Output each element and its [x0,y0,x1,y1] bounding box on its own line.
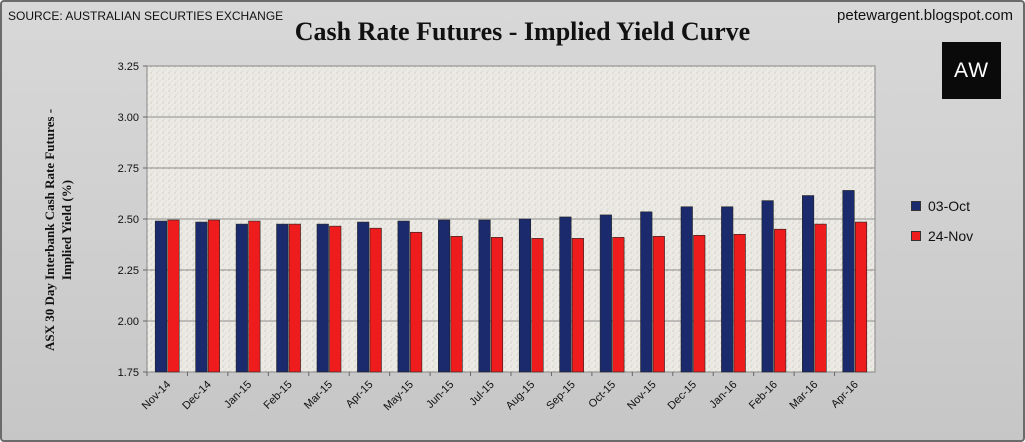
bars [154,190,868,373]
bar-series1 [761,200,774,373]
bar-series1 [397,220,410,373]
y-ticks: 1.75 2.00 2.25 2.50 2.75 3.00 3.25 [118,61,147,379]
x-tick-label: Mar-16 [787,379,820,412]
x-tick-label: Jun-15 [424,379,456,411]
x-tick-label: Feb-16 [747,379,780,412]
bar-series1 [478,219,491,373]
x-tick-label: Dec-15 [666,379,700,413]
aw-logo: AW [942,42,1001,99]
legend-item-series1: 03-Oct [911,198,970,214]
bar-series2 [248,220,261,373]
bar-series2 [814,223,827,373]
legend-item-series2: 24-Nov [911,228,973,244]
bar-series2 [329,225,342,373]
source-note: SOURCE: AUSTRALIAN SECURTIES EXCHANGE [8,9,284,23]
bar-series1 [559,216,572,373]
x-tick-label: Jul-15 [467,379,497,409]
x-tick-label: Jan-15 [222,379,254,411]
x-tick-label: May-15 [382,379,416,413]
bar-series2 [693,235,706,373]
y-tick-label: 3.25 [118,61,139,73]
x-tick-label: Jan-16 [707,379,739,411]
x-tick-label: Apr-15 [344,379,376,411]
bar-series2 [774,228,787,373]
bar-series2 [571,238,584,373]
bar-series2 [531,238,544,373]
x-tick-label: Sep-15 [544,379,578,413]
bar-series2 [369,227,382,373]
y-tick-label: 1.75 [118,367,139,379]
bar-series1 [316,223,329,373]
bar-series1 [802,195,815,373]
bar-series1 [721,206,734,373]
bar-series1 [518,218,532,373]
bar-series1 [195,221,208,373]
bar-series1 [357,221,370,373]
bar-series1 [599,214,612,373]
x-tick-label: Oct-15 [586,379,618,411]
bar-series2 [733,234,746,373]
bar-series2 [652,236,665,373]
y-tick-label: 2.25 [118,265,139,277]
bar-series2 [854,221,868,373]
bar-series1 [235,223,248,373]
y-tick-label: 3.00 [118,112,139,124]
x-tick-label: Dec-14 [180,379,214,413]
gridlines [147,116,875,322]
bar-series1 [276,223,289,373]
bar-series2 [450,236,463,373]
legend-label-series1: 03-Oct [928,198,971,214]
y-tick-label: 2.50 [118,214,139,226]
x-tick-label: Nov-15 [625,379,659,413]
x-tick-label: Nov-14 [140,379,174,413]
legend-label-series2: 24-Nov [928,228,974,244]
x-tick-label: Aug-15 [504,379,538,413]
y-axis-title-line1: ASX 30 Day Interbank Cash Rate Futures - [42,109,57,351]
y-axis-title: ASX 30 Day Interbank Cash Rate Futures -… [42,109,74,351]
bar-series2 [207,219,220,373]
bar-series2 [612,237,625,373]
x-tick-label: Apr-16 [829,379,861,411]
bar-series1 [640,211,653,373]
bar-series1 [842,190,855,373]
y-tick-label: 2.75 [118,163,139,175]
x-tick-label: Mar-15 [302,379,335,412]
legend-swatch-series2 [911,231,921,241]
x-tick-label: Feb-15 [262,379,295,412]
legend-swatch-series1 [911,201,921,211]
bar-series2 [288,223,301,373]
bar-series2 [167,219,180,373]
bar-series1 [154,220,168,373]
logo-text: AW [953,58,990,82]
bar-series1 [438,219,451,373]
bar-series1 [680,206,693,373]
bar-series2 [410,231,423,373]
blog-url: petewargent.blogspot.com [837,7,1013,24]
bar-series2 [490,237,504,373]
x-ticks: Nov-14 Dec-14 Jan-15 Feb-15 Mar-15 Apr-15 May-… [140,372,861,413]
y-axis-title-line2: Implied Yield (%) [59,180,74,280]
chart-title: Cash Rate Futures - Implied Yield Curve [294,17,751,46]
y-tick-label: 2.00 [118,316,139,328]
